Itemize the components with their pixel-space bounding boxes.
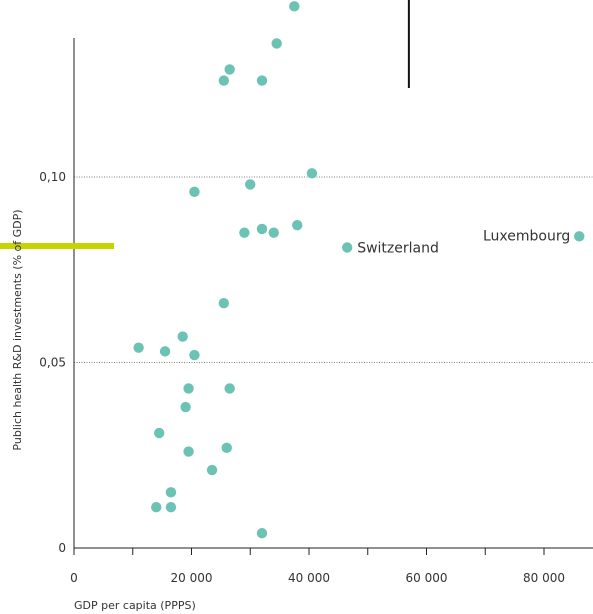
data-point <box>256 527 268 539</box>
data-point <box>183 446 194 457</box>
data-point <box>183 383 194 394</box>
data-point <box>218 297 230 309</box>
data-point <box>218 75 230 86</box>
x-axis-title: GDP per capita (PPPS) <box>74 599 196 612</box>
axes <box>73 38 593 555</box>
x-tick-label: 40 000 <box>288 571 330 585</box>
data-points <box>133 1 585 539</box>
data-point <box>239 227 250 238</box>
data-point <box>221 442 232 454</box>
data-point <box>224 64 235 75</box>
x-tick-label: 60 000 <box>406 571 448 585</box>
gridlines <box>74 176 593 363</box>
x-tick-label: 0 <box>70 571 78 585</box>
data-point <box>268 227 279 238</box>
data-point <box>574 231 585 242</box>
data-point <box>271 38 282 49</box>
data-point <box>256 75 268 86</box>
data-point <box>341 242 353 253</box>
data-point <box>306 168 318 179</box>
data-point <box>245 179 256 190</box>
data-point <box>256 223 268 235</box>
data-point <box>224 383 235 394</box>
data-point <box>189 186 200 198</box>
data-point <box>159 346 171 357</box>
point-label-switzerland: Switzerland <box>357 240 439 256</box>
y-tick-label: 0,10 <box>39 170 66 184</box>
data-point <box>165 487 177 498</box>
x-tick-label: 80 000 <box>523 571 565 585</box>
data-point <box>206 464 218 476</box>
data-point <box>151 501 162 513</box>
point-labels: SwedenNorwayDenmarkSingaporeSwitzerlandL… <box>357 228 570 256</box>
y-tick-label: 0,05 <box>39 356 66 370</box>
data-point <box>153 427 165 439</box>
data-point <box>292 220 303 231</box>
data-point <box>289 1 300 12</box>
data-point <box>165 501 177 513</box>
data-point <box>180 401 191 413</box>
y-axis-title: Publich health R&D investments (% of GDP… <box>11 209 24 450</box>
annotations <box>0 0 410 249</box>
x-tick-label: 20 000 <box>171 571 213 585</box>
y-tick-label: 0 <box>58 541 66 555</box>
data-point <box>189 349 200 361</box>
highlight-bar <box>0 243 114 249</box>
data-point <box>133 342 144 353</box>
point-label-luxembourg: Luxembourg <box>483 228 570 244</box>
data-point <box>177 331 188 342</box>
